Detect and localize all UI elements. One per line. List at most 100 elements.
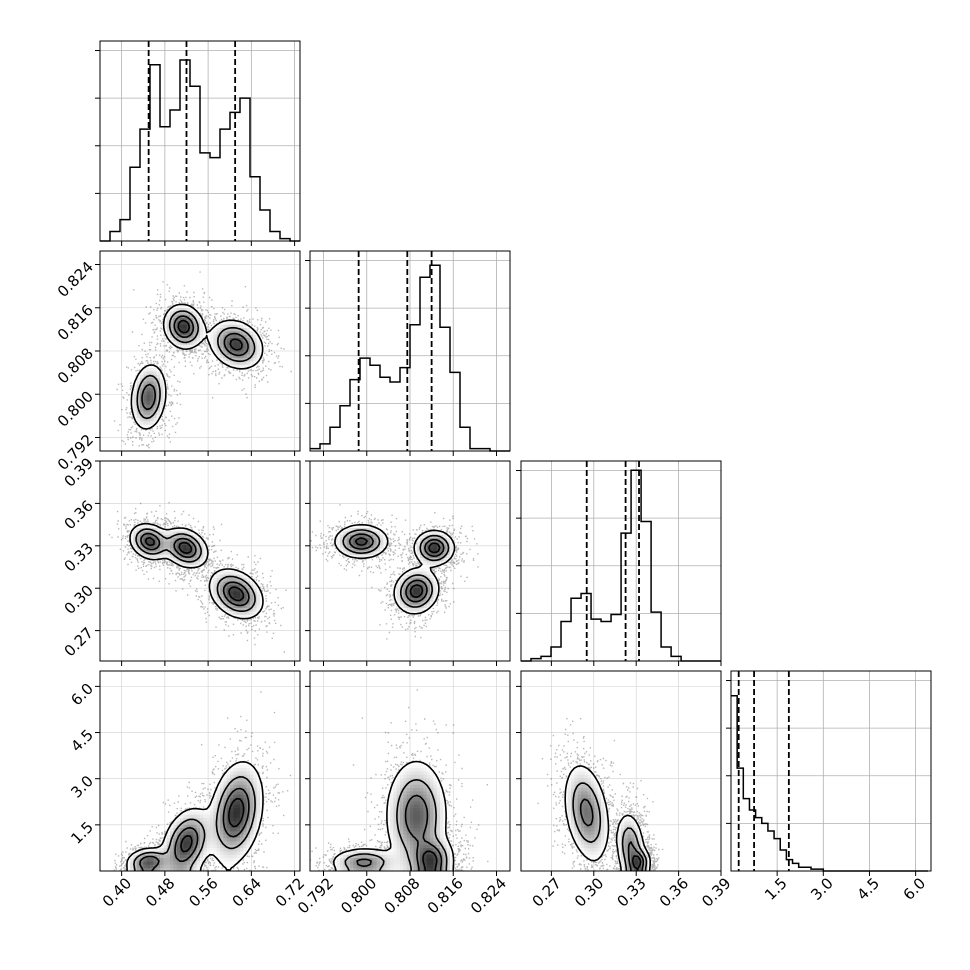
density-cell [577,801,582,805]
density-cell [166,534,171,539]
density-cell [423,814,428,819]
density-cell [176,547,181,552]
density-cell [183,344,188,349]
density-cell [200,827,204,832]
density-cell [220,574,224,579]
density-cell [641,844,645,849]
density-cell [420,544,424,549]
density-cell [571,787,575,792]
density-cell [216,791,221,795]
density-cell [436,787,441,792]
density-cell [180,537,184,542]
density-cell [597,787,602,792]
density-cell [426,591,431,595]
density-cell [440,864,444,869]
density-cell [591,831,595,835]
density-cell [150,394,154,399]
density-cell [440,537,444,542]
density-cell [416,544,421,549]
density-cell [406,594,411,599]
density-cell [236,857,241,862]
density-cell [206,814,211,819]
x-tick-label: 0.33 [613,874,649,910]
density-cell [436,861,441,865]
density-cell [210,837,214,842]
density-cell [250,834,254,839]
density-cell [220,857,224,862]
density-cell [581,844,585,849]
density-cell [250,781,254,785]
density-cell [220,787,224,792]
density-cell [584,787,589,792]
density-cell [230,341,234,345]
density-cell [203,837,208,842]
density-cell [426,541,431,545]
density-cell [370,867,374,871]
density-cell [423,567,428,572]
density-cell [350,534,354,539]
density-cell [363,524,368,529]
density-cell [170,544,174,549]
density-cell [216,577,221,582]
density-cell [627,817,632,822]
density-cell [230,804,234,809]
density-cell [413,801,418,805]
density-cell [233,327,238,332]
density-cell [390,847,394,852]
density-cell [400,844,404,849]
density-cell [140,424,144,429]
density-cell [637,834,642,839]
density-cell [216,584,221,589]
density-cell [443,847,448,852]
density-cell [250,341,254,345]
density-cell [577,781,582,785]
density-cell [571,774,575,779]
density-cell [340,867,344,871]
density-cell [243,844,248,849]
density-cell [631,867,635,871]
density-cell [230,364,234,369]
density-cell [604,837,609,842]
density-cell [183,564,188,569]
density-cell [376,531,381,535]
density-cell [246,577,251,582]
density-cell [190,861,194,865]
density-cell [210,807,214,812]
density-cell [581,767,585,772]
density-cell [416,587,421,592]
density-cell [413,767,418,772]
contour-line [129,522,264,620]
density-cell [250,334,254,339]
contour-line [139,787,250,871]
density-cell [410,804,414,809]
density-cell [440,851,444,855]
density-cell [440,824,444,829]
density-cell [346,527,351,532]
density-cell [436,807,441,812]
density-cell [436,804,441,809]
density-cell [430,854,434,859]
density-cell [416,567,421,572]
density-cell [403,827,408,832]
density-cell [386,857,391,862]
density-cell [246,827,251,832]
density-cell [196,841,201,845]
density-cell [180,861,184,865]
density-cell [200,541,204,545]
density-cell [420,821,424,825]
y-tick-label: 0.27 [61,624,97,660]
density-cell [567,777,572,782]
density-cell [601,841,605,845]
density-cell [226,784,231,789]
density-cell [390,817,394,822]
density-cell [243,787,248,792]
density-cell [230,827,234,832]
density-cell [246,771,251,775]
density-cell [567,817,572,822]
density-cell [420,864,424,869]
density-cell [196,861,201,865]
density-cell [146,524,151,529]
density-cell [136,541,141,545]
contour-line [354,537,441,598]
density-cell [396,854,401,859]
